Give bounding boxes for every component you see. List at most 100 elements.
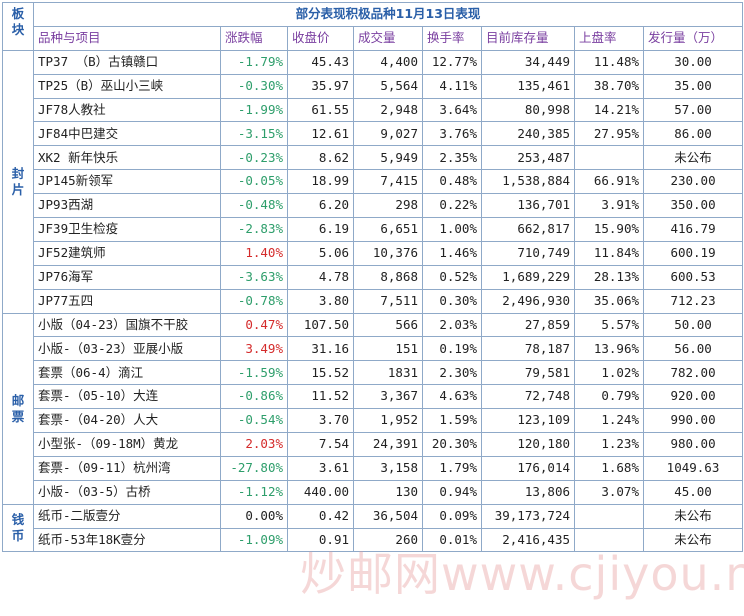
table-row: 封片 TP37 （B）古镇赣口 -1.79% 45.43 4,400 12.77% 34,4… <box>2 49 744 314</box>
section-label-char: 币 <box>11 528 25 544</box>
cell-volume: 8,868 <box>353 264 423 290</box>
cell-close: 61.55 <box>287 97 354 123</box>
cell-issue: 未公布 <box>642 527 744 553</box>
table-row: TP25（B）巫山小三峡 -0.30% 35.97 5,564 4.11% 135,461… <box>3 73 744 99</box>
market-table: 板 块 部分表现积极品种11月13日表现 品种与项目 涨跌幅 收盘价 成交量 换… <box>2 2 744 553</box>
cell-issue: 600.19 <box>642 240 744 266</box>
cell-issue: 230.00 <box>642 169 744 195</box>
block-header-char: 块 <box>11 22 25 38</box>
table-row: 邮票小版（04-23）国旗不干胶 0.47% 107.50 566 2.03% 27,85… <box>2 312 744 505</box>
cell-change: -1.09% <box>220 527 288 553</box>
cell-turnover: 0.94% <box>422 479 482 505</box>
block-header: 板 块 <box>2 2 34 51</box>
cell-volume: 3,158 <box>353 455 423 481</box>
header-row: 品种与项目 涨跌幅 收盘价 成交量 换手率 目前库存量 上盘率 发行量（万） <box>3 25 744 51</box>
cell-close: 6.20 <box>287 193 354 219</box>
cell-change: -1.12% <box>220 479 288 505</box>
cell-turnover: 2.03% <box>422 312 482 338</box>
cell-close: 0.42 <box>287 503 354 529</box>
table-row: XK2 新年快乐 -0.23% 8.62 5,949 2.35% 253,487 未公布 <box>3 145 744 171</box>
cell-close: 45.43 <box>287 49 354 75</box>
cell-name: 套票-（04-20）人大 <box>33 408 221 434</box>
cell-rate: 3.91% <box>574 193 644 219</box>
cell-turnover: 2.35% <box>422 145 482 171</box>
cell-stock: 136,701 <box>481 193 575 219</box>
cell-change: -0.23% <box>220 145 288 171</box>
cell-turnover: 1.46% <box>422 240 482 266</box>
cell-issue: 57.00 <box>642 97 744 123</box>
cell-change: 1.40% <box>220 240 288 266</box>
cell-issue: 30.00 <box>642 49 744 75</box>
cell-change: -2.83% <box>220 217 288 242</box>
table-row: 套票（06-4）滴江 -1.59% 15.52 1831 2.30% 79,581 1.02… <box>3 360 744 386</box>
section-label: 邮票 <box>2 312 34 505</box>
cell-stock: 135,461 <box>481 73 575 99</box>
cell-rate: 11.84% <box>574 240 644 266</box>
cell-stock: 2,416,435 <box>481 527 575 553</box>
cell-issue: 未公布 <box>642 503 744 529</box>
cell-rate: 1.68% <box>574 455 644 481</box>
cell-issue: 600.53 <box>642 264 744 290</box>
cell-rate: 1.23% <box>574 432 644 457</box>
col-header-issue: 发行量（万） <box>642 25 744 51</box>
block-header-char: 板 <box>11 6 25 21</box>
cell-issue: 1049.63 <box>642 455 744 481</box>
cell-change: -0.78% <box>220 288 288 314</box>
cell-close: 7.54 <box>287 432 354 457</box>
cell-volume: 3,367 <box>353 384 423 410</box>
cell-rate <box>574 145 644 171</box>
cell-change: 3.49% <box>220 336 288 362</box>
cell-volume: 5,949 <box>353 145 423 171</box>
cell-stock: 79,581 <box>481 360 575 386</box>
cell-close: 15.52 <box>287 360 354 386</box>
cell-name: 套票-（09-11）杭州湾 <box>33 455 221 481</box>
cell-name: JP145新领军 <box>33 169 221 195</box>
cell-name: TP25（B）巫山小三峡 <box>33 73 221 99</box>
cell-rate: 66.91% <box>574 169 644 195</box>
col-header-stock: 目前库存量 <box>481 25 575 51</box>
cell-change: -1.99% <box>220 97 288 123</box>
cell-name: JP93西湖 <box>33 193 221 219</box>
cell-volume: 130 <box>353 479 423 505</box>
cell-change: -1.79% <box>220 49 288 75</box>
cell-stock: 120,180 <box>481 432 575 457</box>
table-row: JP145新领军 -0.05% 18.99 7,415 0.48% 1,538,884 66… <box>3 169 744 195</box>
cell-name: JF52建筑师 <box>33 240 221 266</box>
cell-stock: 2,496,930 <box>481 288 575 314</box>
cell-issue: 782.00 <box>642 360 744 386</box>
cell-turnover: 20.30% <box>422 432 482 457</box>
cell-name: 套票（06-4）滴江 <box>33 360 221 386</box>
cell-rate: 1.02% <box>574 360 644 386</box>
cell-rate: 3.07% <box>574 479 644 505</box>
cell-change: 2.03% <box>220 432 288 457</box>
cell-rate: 1.24% <box>574 408 644 434</box>
cell-stock: 662,817 <box>481 217 575 242</box>
col-header-volume: 成交量 <box>353 25 423 51</box>
table-row: 套票-（05-10）大连 -0.86% 11.52 3,367 4.63% 72,748 0… <box>3 384 744 410</box>
cell-issue: 35.00 <box>642 73 744 99</box>
table-row: JP77五四 -0.78% 3.80 7,511 0.30% 2,496,930 35.06… <box>3 288 744 314</box>
title-row: 板 块 部分表现积极品种11月13日表现 <box>2 2 744 51</box>
table-row: 钱币纸币-二版壹分 0.00% 0.42 36,504 0.09% 39,173,724 未… <box>2 503 744 553</box>
table-row: 套票-（09-11）杭州湾 -27.80% 3.61 3,158 1.79% 176,01… <box>3 455 744 481</box>
cell-change: -0.30% <box>220 73 288 99</box>
cell-change: -0.54% <box>220 408 288 434</box>
cell-name: 纸币-二版壹分 <box>33 503 221 529</box>
cell-rate: 13.96% <box>574 336 644 362</box>
cell-volume: 566 <box>353 312 423 338</box>
cell-stock: 253,487 <box>481 145 575 171</box>
cell-stock: 39,173,724 <box>481 503 575 529</box>
cell-issue: 50.00 <box>642 312 744 338</box>
col-header-turnover: 换手率 <box>422 25 482 51</box>
cell-volume: 6,651 <box>353 217 423 242</box>
cell-name: 套票-（05-10）大连 <box>33 384 221 410</box>
cell-volume: 260 <box>353 527 423 553</box>
cell-name: TP37 （B）古镇赣口 <box>33 49 221 75</box>
cell-change: -0.48% <box>220 193 288 219</box>
cell-volume: 7,415 <box>353 169 423 195</box>
cell-turnover: 0.19% <box>422 336 482 362</box>
cell-close: 440.00 <box>287 479 354 505</box>
table-row: JF39卫生检疫 -2.83% 6.19 6,651 1.00% 662,817 15.90… <box>3 217 744 242</box>
cell-stock: 1,538,884 <box>481 169 575 195</box>
col-header-change: 涨跌幅 <box>220 25 288 51</box>
